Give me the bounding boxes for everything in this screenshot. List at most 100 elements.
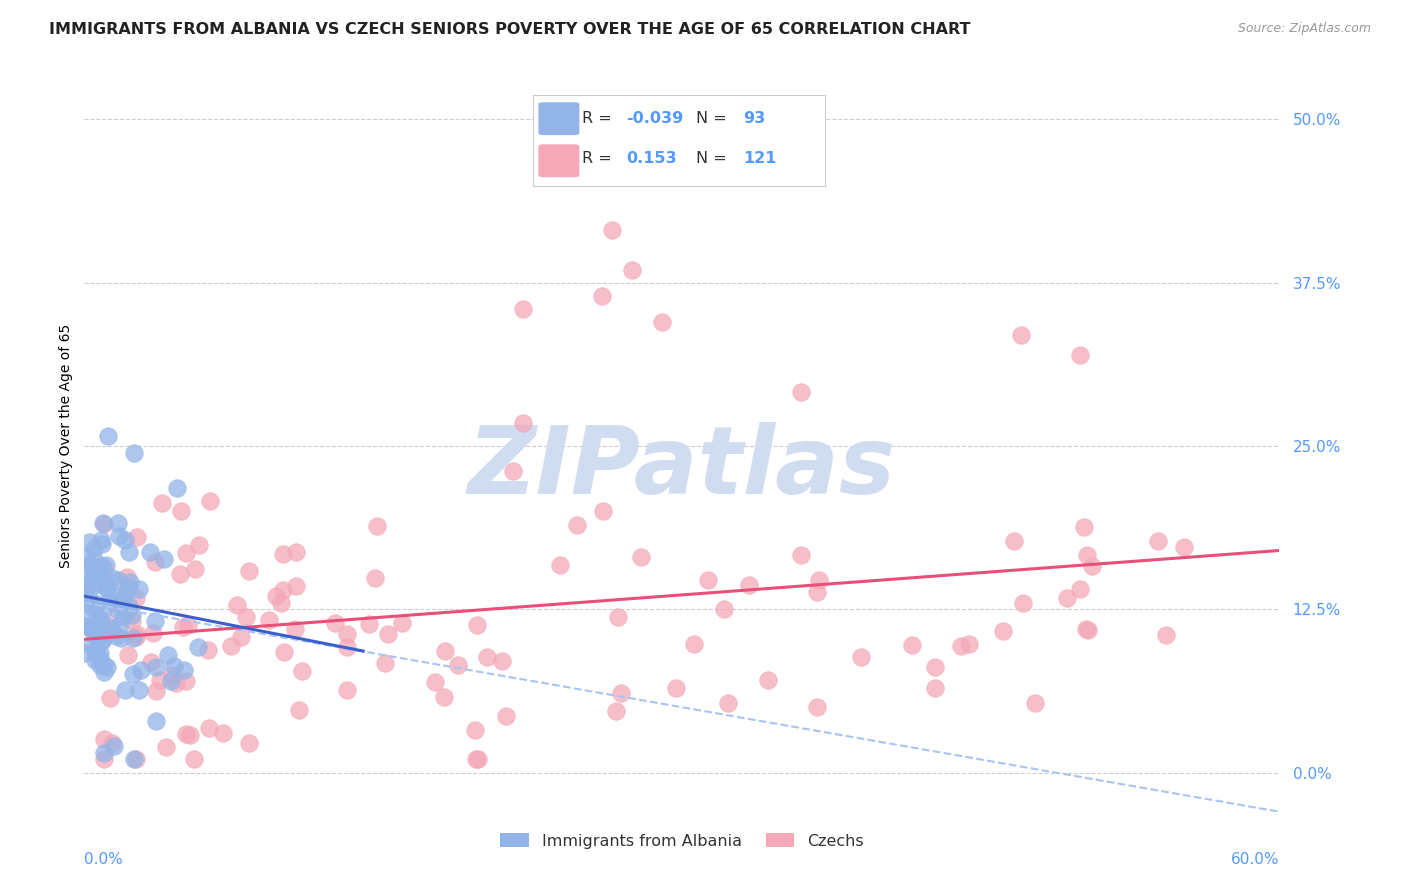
Point <box>89 646 111 660</box>
Point <box>806 584 828 599</box>
Point <box>117 582 139 596</box>
Point <box>103 739 125 754</box>
Point <box>467 752 489 766</box>
Point <box>128 683 150 698</box>
Point <box>284 578 307 592</box>
Point <box>82 618 104 632</box>
Point <box>91 516 114 530</box>
Point <box>606 609 628 624</box>
Point <box>447 658 470 673</box>
Point <box>93 732 115 747</box>
Point <box>93 658 115 673</box>
Point <box>143 615 166 629</box>
Point <box>160 674 183 689</box>
Point <box>235 610 257 624</box>
Point <box>366 518 388 533</box>
Point <box>465 617 488 632</box>
Point <box>91 633 114 648</box>
Point <box>98 690 121 705</box>
Point <box>957 637 980 651</box>
Point <box>122 445 145 459</box>
Point <box>75 577 97 591</box>
Point <box>108 618 131 632</box>
Point <box>142 625 165 640</box>
Point <box>335 640 357 654</box>
Point <box>107 529 129 543</box>
Point <box>238 564 260 578</box>
Point <box>86 631 108 645</box>
Point <box>73 646 96 660</box>
Point <box>75 585 97 599</box>
Point <box>1002 533 1025 548</box>
Point <box>273 644 295 658</box>
Point <box>1076 548 1098 562</box>
Point <box>1056 591 1078 606</box>
Point <box>75 576 97 591</box>
Point <box>115 569 138 583</box>
Point <box>76 619 98 633</box>
Point <box>84 576 107 591</box>
Point <box>225 598 247 612</box>
Point <box>174 673 197 688</box>
Point <box>90 533 112 547</box>
Point <box>433 644 456 658</box>
Point <box>97 428 120 442</box>
Point <box>100 621 122 635</box>
Point <box>177 617 200 632</box>
Point <box>683 637 706 651</box>
Point <box>259 613 281 627</box>
Point <box>323 616 346 631</box>
Point <box>605 704 627 718</box>
Point <box>121 631 143 645</box>
Point <box>172 620 194 634</box>
Point <box>849 649 872 664</box>
Point <box>285 545 308 559</box>
Point <box>291 664 314 678</box>
Point <box>83 541 105 555</box>
Point <box>433 690 456 704</box>
Point <box>111 608 134 623</box>
Point <box>105 629 128 643</box>
Point <box>145 714 167 728</box>
Point <box>124 752 146 766</box>
Point <box>145 660 167 674</box>
Point <box>93 561 115 575</box>
Point <box>183 752 205 766</box>
Point <box>91 626 114 640</box>
Point <box>187 640 209 654</box>
Point <box>87 568 110 582</box>
Point <box>174 545 197 559</box>
Point <box>96 577 118 591</box>
Point <box>491 654 513 668</box>
Point <box>173 663 195 677</box>
Point <box>288 702 311 716</box>
Point <box>91 559 114 574</box>
Point <box>98 593 121 607</box>
Point <box>391 615 413 630</box>
Point <box>91 563 114 577</box>
Point <box>90 614 112 628</box>
Point <box>336 682 359 697</box>
Point <box>96 660 118 674</box>
Point <box>122 752 145 766</box>
Point <box>502 463 524 477</box>
Point <box>1069 348 1091 362</box>
Point <box>118 574 141 589</box>
Point <box>118 599 141 614</box>
Point <box>901 638 924 652</box>
Point <box>1076 623 1098 637</box>
Point <box>197 642 219 657</box>
Point <box>271 547 294 561</box>
Point <box>219 640 242 654</box>
Point <box>80 638 103 652</box>
Point <box>924 681 946 695</box>
Point <box>163 659 186 673</box>
Point <box>184 561 207 575</box>
Point <box>808 573 831 587</box>
Point <box>77 590 100 604</box>
Point <box>1010 328 1032 343</box>
Point <box>1074 622 1097 636</box>
Point <box>96 558 118 572</box>
Point <box>103 590 125 604</box>
Point <box>114 533 136 547</box>
